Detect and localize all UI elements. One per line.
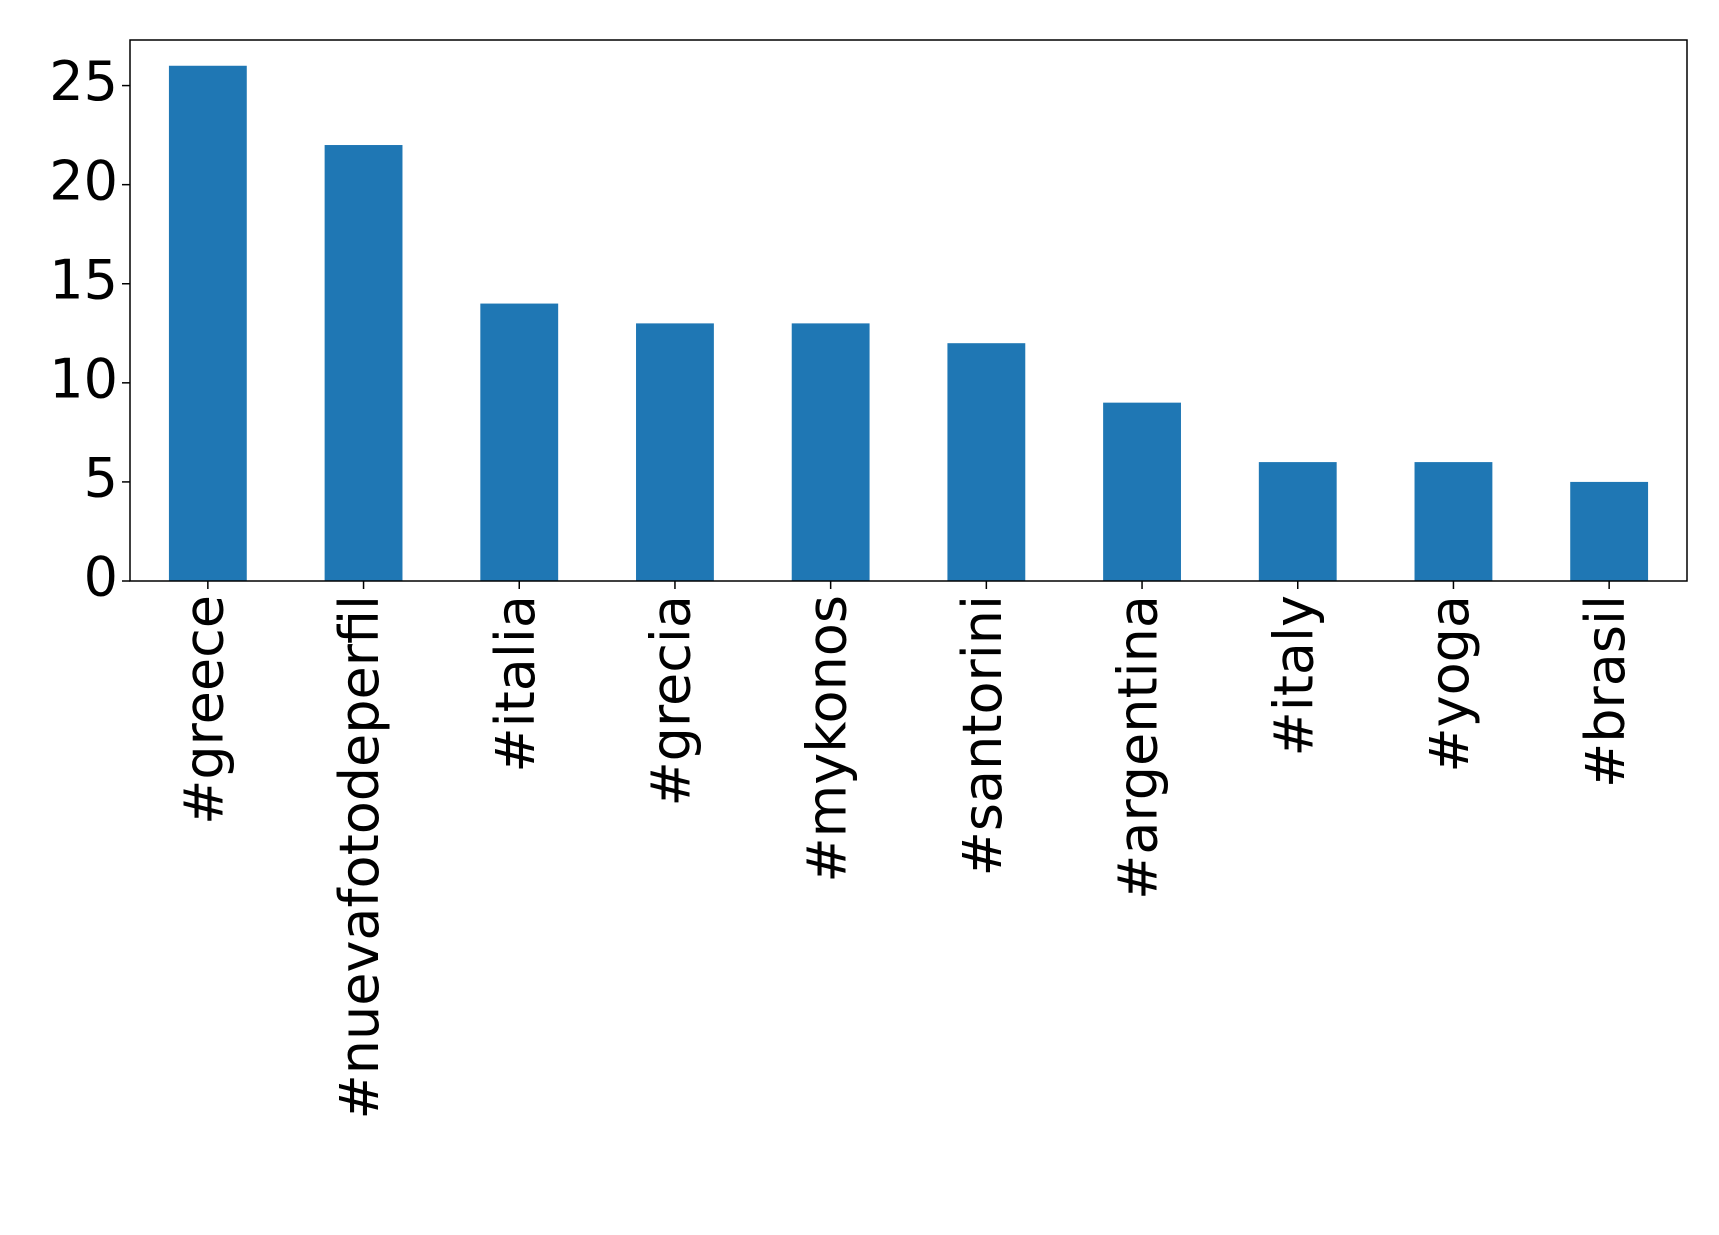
bar [636,323,714,581]
x-tick-label: #italia [484,595,547,773]
x-tick-label: #nuevafotodeperfil [328,595,391,1119]
y-tick-label: 15 [49,248,118,311]
x-tick-label: #italy [1262,595,1325,756]
bar [947,343,1026,581]
y-tick-label: 25 [49,50,118,113]
bar [480,303,559,581]
x-tick-label: #mykonos [795,595,858,883]
x-tick-label: #santorini [951,595,1014,876]
y-tick-label: 20 [49,149,118,212]
bar [1103,402,1181,581]
y-tick-label: 5 [84,447,118,510]
plot-frame [129,39,1688,582]
bar [324,145,403,581]
x-tick-label: #greece [172,595,235,825]
x-tick-label: #grecia [640,595,703,807]
bar [791,323,870,581]
x-tick-label: #argentina [1107,595,1170,900]
y-tick-label: 10 [49,347,118,410]
x-tick-label: #brasil [1574,595,1637,788]
y-tick-label: 0 [84,546,118,609]
bar [168,65,247,581]
bar [1414,462,1493,581]
x-tick-label: #yoga [1418,595,1481,773]
bar [1258,462,1337,581]
bar [1570,481,1649,581]
